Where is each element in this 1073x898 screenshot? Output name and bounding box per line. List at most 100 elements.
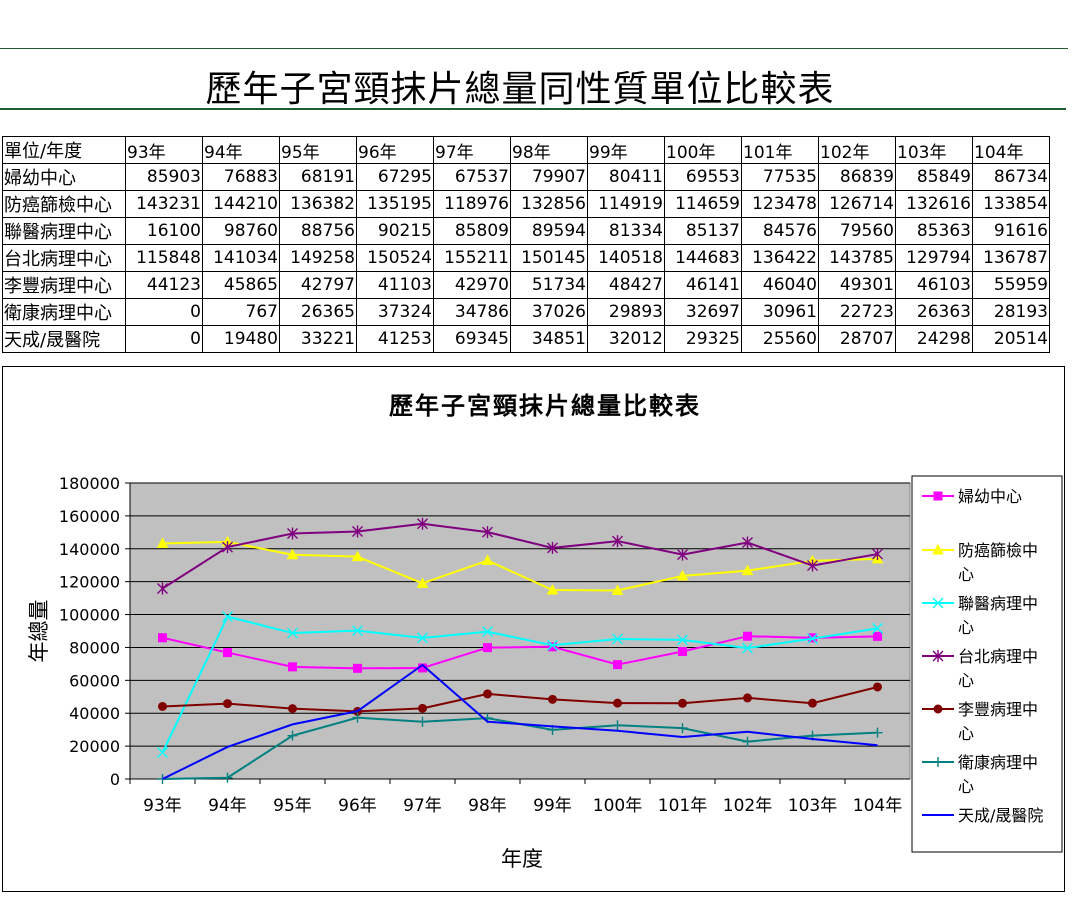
- table-cell[interactable]: 85137: [664, 217, 742, 245]
- table-cell[interactable]: 29893: [587, 298, 665, 326]
- table-cell[interactable]: 28193: [972, 298, 1050, 326]
- table-cell[interactable]: 69553: [664, 163, 742, 191]
- table-year-header[interactable]: 99年: [587, 136, 665, 164]
- table-year-header[interactable]: 97年: [433, 136, 511, 164]
- table-year-header[interactable]: 98年: [510, 136, 588, 164]
- table-year-header[interactable]: 96年: [356, 136, 434, 164]
- table-row-label[interactable]: 台北病理中心: [2, 244, 126, 272]
- table-cell[interactable]: 26363: [895, 298, 973, 326]
- table-cell[interactable]: 42970: [433, 271, 511, 299]
- series-line: [162, 686, 878, 713]
- table-cell[interactable]: 49301: [818, 271, 896, 299]
- table-cell[interactable]: 0: [125, 325, 203, 353]
- table-cell[interactable]: 79907: [510, 163, 588, 191]
- table-row-label[interactable]: 天成/晟醫院: [2, 325, 126, 353]
- data-point: [741, 564, 754, 576]
- legend-label: 李豐病理中: [958, 700, 1038, 719]
- table-cell[interactable]: 114919: [587, 190, 665, 218]
- table-cell[interactable]: 48427: [587, 271, 665, 299]
- table-cell[interactable]: 29325: [664, 325, 742, 353]
- table-cell[interactable]: 46141: [664, 271, 742, 299]
- table-cell[interactable]: 114659: [664, 190, 742, 218]
- data-point: [288, 662, 297, 672]
- table-cell[interactable]: 136382: [279, 190, 357, 218]
- table-year-header[interactable]: 102年: [818, 136, 896, 164]
- legend-marker: [932, 597, 944, 609]
- table-cell[interactable]: 90215: [356, 217, 434, 245]
- table-cell[interactable]: 46040: [741, 271, 819, 299]
- table-cell[interactable]: 22723: [818, 298, 896, 326]
- data-point: [872, 727, 883, 738]
- data-point: [807, 633, 818, 645]
- table-cell[interactable]: 136787: [972, 244, 1050, 272]
- data-point: [742, 736, 753, 747]
- table-cell[interactable]: 76883: [202, 163, 280, 191]
- table-cell[interactable]: 141034: [202, 244, 280, 272]
- table-cell[interactable]: 37324: [356, 298, 434, 326]
- data-point: [416, 577, 429, 588]
- table-cell[interactable]: 34851: [510, 325, 588, 353]
- data-point: [287, 627, 298, 639]
- table-cell[interactable]: 150524: [356, 244, 434, 272]
- table-cell[interactable]: 26365: [279, 298, 357, 326]
- data-point: [287, 527, 298, 540]
- table-cell[interactable]: 28707: [818, 325, 896, 353]
- legend-label: 防癌篩檢中: [958, 541, 1038, 560]
- table-cell[interactable]: 80411: [587, 163, 665, 191]
- table-cell[interactable]: 44123: [125, 271, 203, 299]
- data-point: [222, 772, 233, 783]
- table-cell[interactable]: 41253: [356, 325, 434, 353]
- table-cell[interactable]: 25560: [741, 325, 819, 353]
- table-cell[interactable]: 149258: [279, 244, 357, 272]
- table-cell[interactable]: 143785: [818, 244, 896, 272]
- y-tick-label: 120000: [59, 573, 120, 592]
- data-point: [547, 541, 558, 554]
- table-cell[interactable]: 32697: [664, 298, 742, 326]
- data-point: [808, 698, 817, 708]
- table-cell[interactable]: 79560: [818, 217, 896, 245]
- table-cell[interactable]: 84576: [741, 217, 819, 245]
- data-point: [611, 584, 624, 595]
- table-cell[interactable]: 24298: [895, 325, 973, 353]
- table-row: 衛康病理中心 0 767 26365 37324 34786 37026 29893 32697…: [2, 298, 1050, 326]
- data-point: [678, 698, 687, 708]
- x-tick-label: 101年: [658, 796, 707, 816]
- table-cell[interactable]: 85903: [125, 163, 203, 191]
- table-cell[interactable]: 30961: [741, 298, 819, 326]
- data-point: [352, 525, 363, 538]
- x-tick-label: 95年: [273, 796, 312, 816]
- table-row-label[interactable]: 婦幼中心: [2, 163, 126, 191]
- table-year-header[interactable]: 100年: [664, 136, 742, 164]
- table-cell[interactable]: 69345: [433, 325, 511, 353]
- table-cell[interactable]: 140518: [587, 244, 665, 272]
- data-point: [288, 704, 297, 714]
- table-cell[interactable]: 132856: [510, 190, 588, 218]
- x-tick-label: 102年: [723, 796, 772, 816]
- data-point: [548, 642, 557, 652]
- table-row-label[interactable]: 防癌篩檢中心: [2, 190, 126, 218]
- data-point: [677, 548, 688, 561]
- table-cell[interactable]: 45865: [202, 271, 280, 299]
- y-tick-label: 140000: [59, 540, 120, 559]
- table-cell[interactable]: 41103: [356, 271, 434, 299]
- table-year-header[interactable]: 95年: [279, 136, 357, 164]
- table-cell[interactable]: 144210: [202, 190, 280, 218]
- x-tick-label: 97年: [403, 796, 442, 816]
- table-cell[interactable]: 89594: [510, 217, 588, 245]
- table-cell[interactable]: 143231: [125, 190, 203, 218]
- table-year-header[interactable]: 104年: [972, 136, 1050, 164]
- table-cell[interactable]: 20514: [972, 325, 1050, 353]
- legend-marker: [932, 543, 944, 555]
- table-cell[interactable]: 77535: [741, 163, 819, 191]
- table-cell[interactable]: 132616: [895, 190, 973, 218]
- table-cell[interactable]: 136422: [741, 244, 819, 272]
- table-cell[interactable]: 123478: [741, 190, 819, 218]
- table-cell[interactable]: 144683: [664, 244, 742, 272]
- table-cell[interactable]: 67537: [433, 163, 511, 191]
- table-row-label[interactable]: 聯醫病理中心: [2, 217, 126, 245]
- table-cell[interactable]: 19480: [202, 325, 280, 353]
- table-year-header[interactable]: 101年: [741, 136, 819, 164]
- data-point: [742, 536, 753, 549]
- table-row-label[interactable]: 衛康病理中心: [2, 298, 126, 326]
- table-cell[interactable]: 34786: [433, 298, 511, 326]
